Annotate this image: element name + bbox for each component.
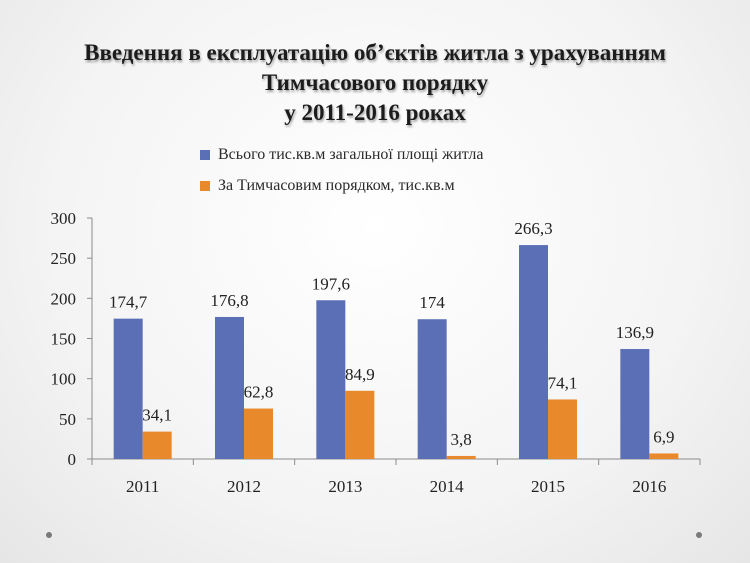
data-label-temporary: 3,8	[451, 430, 472, 449]
bar-total	[620, 349, 650, 459]
data-label-total: 136,9	[616, 323, 654, 342]
data-label-total: 197,6	[312, 274, 350, 293]
data-label-temporary: 34,1	[142, 406, 172, 425]
nav-dot-left	[46, 532, 52, 538]
data-label-temporary: 62,8	[244, 383, 274, 402]
bar-temporary	[446, 455, 476, 459]
bar-temporary	[345, 390, 375, 459]
bar-temporary	[142, 431, 172, 459]
bar-temporary	[244, 408, 273, 459]
legend-label-temporary: За Тимчасовим порядком, тис.кв.м	[218, 177, 455, 194]
legend-item-temporary: За Тимчасовим порядком, тис.кв.м	[200, 177, 483, 195]
data-label-temporary: 84,9	[345, 365, 375, 384]
legend-swatch-temporary	[200, 181, 210, 191]
legend-item-total: Всього тис.кв.м загальної площі житла	[200, 146, 483, 164]
chart-title: Введення в експлуатацію об’єктів житла з…	[0, 38, 750, 128]
x-tick-label: 2014	[430, 477, 465, 496]
bar-total	[417, 319, 447, 459]
y-tick-label: 150	[51, 330, 77, 349]
title-line-3: у 2011-2016 роках	[284, 100, 466, 125]
legend: Всього тис.кв.м загальної площі житла За…	[200, 146, 483, 208]
data-label-total: 174,7	[109, 293, 148, 312]
data-label-total: 174	[419, 293, 445, 312]
data-label-temporary: 6,9	[653, 427, 674, 446]
y-tick-label: 50	[59, 410, 76, 429]
bar-total	[519, 245, 548, 459]
y-tick-label: 0	[68, 450, 77, 469]
data-label-temporary: 74,1	[548, 373, 578, 392]
x-tick-label: 2011	[126, 477, 159, 496]
y-tick-label: 300	[51, 209, 77, 228]
bar-temporary	[548, 399, 577, 459]
bar-total	[113, 318, 143, 459]
bar-total	[316, 300, 346, 459]
y-tick-label: 200	[51, 289, 77, 308]
title-line-1: Введення в експлуатацію об’єктів житла з…	[84, 40, 666, 65]
title-line-2: Тимчасового порядку	[261, 70, 489, 95]
data-label-total: 176,8	[210, 291, 248, 310]
y-tick-label: 100	[51, 370, 77, 389]
x-tick-label: 2016	[632, 477, 666, 496]
bar-temporary	[649, 453, 679, 459]
nav-dot-right	[696, 532, 702, 538]
x-tick-label: 2012	[227, 477, 261, 496]
y-tick-label: 250	[51, 249, 77, 268]
legend-label-total: Всього тис.кв.м загальної площі житла	[218, 146, 484, 163]
bar-total	[215, 316, 244, 459]
legend-swatch-total	[200, 150, 210, 160]
x-tick-label: 2015	[531, 477, 565, 496]
x-tick-label: 2013	[328, 477, 362, 496]
data-label-total: 266,3	[514, 219, 552, 238]
